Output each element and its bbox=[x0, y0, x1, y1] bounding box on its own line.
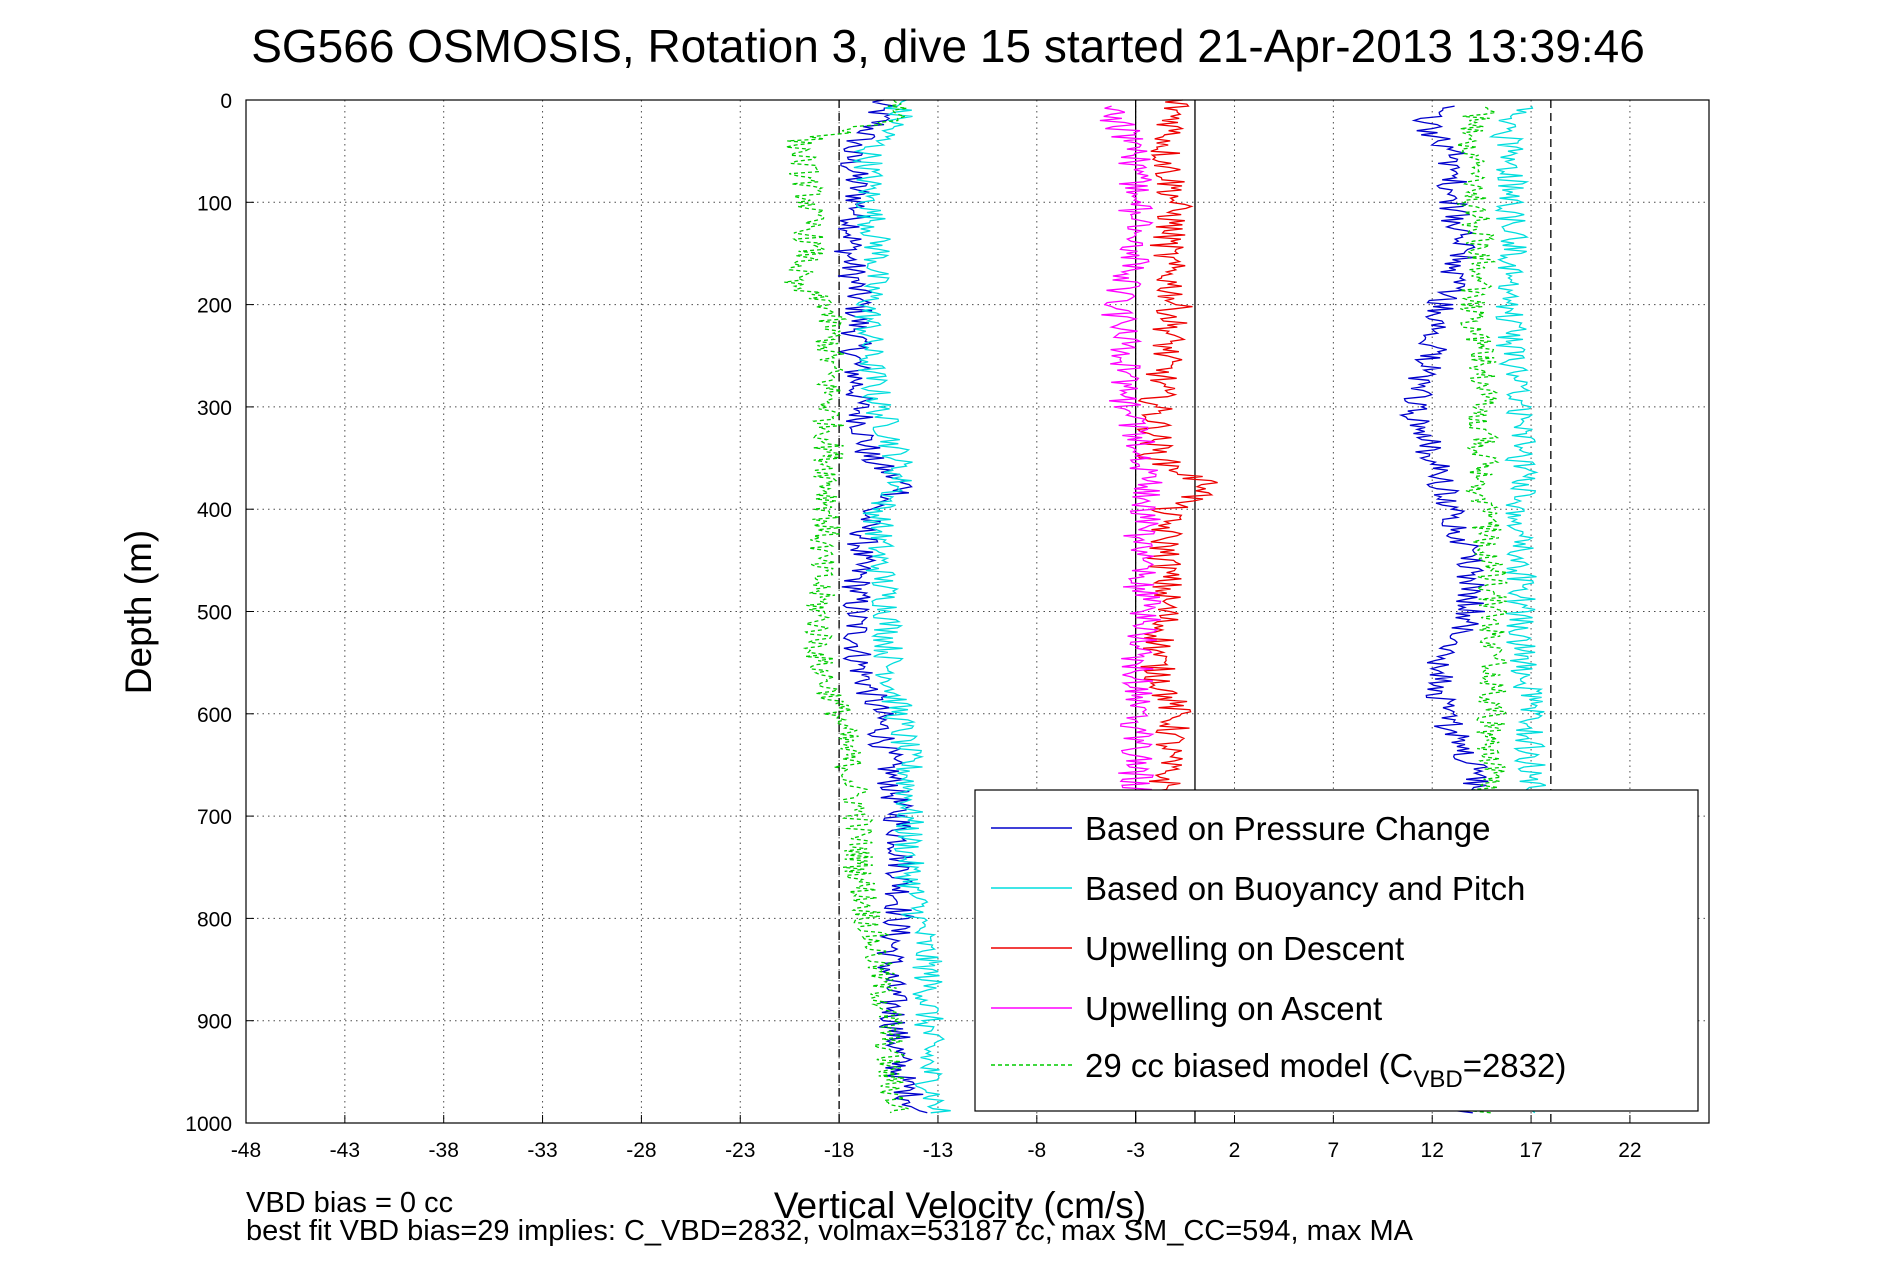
y-tick-label: 800 bbox=[197, 908, 232, 931]
y-axis-ticks: 0 100 200 300 400 500 600 700 800 900 1000 bbox=[185, 90, 254, 1136]
y-axis-label: Depth (m) bbox=[118, 530, 159, 694]
legend-label: Based on Buoyancy and Pitch bbox=[1085, 870, 1525, 907]
x-tick-label: -3 bbox=[1126, 1139, 1145, 1162]
y-tick-label: 700 bbox=[197, 806, 232, 829]
best-fit-note: best fit VBD bias=29 implies: C_VBD=2832… bbox=[246, 1215, 1414, 1247]
series-line bbox=[852, 99, 951, 1114]
x-axis-label: Vertical Velocity (cm/s) bbox=[774, 1185, 1146, 1226]
x-tick-label: -48 bbox=[231, 1139, 261, 1162]
series-line bbox=[834, 99, 928, 1114]
x-tick-label: -18 bbox=[824, 1139, 854, 1162]
y-tick-label: 200 bbox=[197, 295, 232, 318]
legend-suffix: =2832) bbox=[1463, 1047, 1567, 1084]
x-tick-label: 22 bbox=[1618, 1139, 1641, 1162]
y-tick-label: 600 bbox=[197, 704, 232, 727]
y-tick-label: 400 bbox=[197, 499, 232, 522]
y-tick-label: 0 bbox=[220, 90, 232, 113]
x-tick-label: -13 bbox=[923, 1139, 953, 1162]
y-tick-label: 900 bbox=[197, 1011, 232, 1034]
series-line bbox=[1099, 105, 1163, 807]
x-tick-label: -38 bbox=[429, 1139, 459, 1162]
y-tick-label: 1000 bbox=[185, 1113, 232, 1136]
y-tick-label: 300 bbox=[197, 397, 232, 420]
legend-label: Upwelling on Ascent bbox=[1085, 990, 1382, 1027]
x-tick-label: -28 bbox=[626, 1139, 656, 1162]
x-axis-ticks: -48 -43 -38 -33 -28 -23 -18 -13 -8 -3 2 7 12 17 22 bbox=[231, 1115, 1642, 1162]
y-tick-label: 500 bbox=[197, 602, 232, 625]
legend: Based on Pressure Change Based on Buoyanc… bbox=[974, 789, 1699, 1112]
x-tick-label: 12 bbox=[1421, 1139, 1444, 1162]
series-line bbox=[1136, 99, 1218, 807]
y-tick-label: 100 bbox=[197, 192, 232, 215]
series-line bbox=[784, 99, 909, 1114]
x-tick-label: -8 bbox=[1027, 1139, 1046, 1162]
x-tick-label: -23 bbox=[725, 1139, 755, 1162]
legend-subscript: VBD bbox=[1413, 1066, 1462, 1093]
x-tick-label: 2 bbox=[1229, 1139, 1241, 1162]
vbd-bias-note: VBD bias = 0 cc bbox=[246, 1187, 453, 1219]
legend-box bbox=[974, 789, 1699, 1112]
chart-title: SG566 OSMOSIS, Rotation 3, dive 15 start… bbox=[251, 20, 1645, 72]
legend-label: Upwelling on Descent bbox=[1085, 930, 1404, 967]
legend-label: Based on Pressure Change bbox=[1085, 810, 1490, 847]
x-tick-label: 7 bbox=[1328, 1139, 1340, 1162]
x-tick-label: -43 bbox=[330, 1139, 360, 1162]
series-group bbox=[784, 99, 1549, 1114]
x-tick-label: -33 bbox=[527, 1139, 557, 1162]
x-tick-label: 17 bbox=[1519, 1139, 1542, 1162]
